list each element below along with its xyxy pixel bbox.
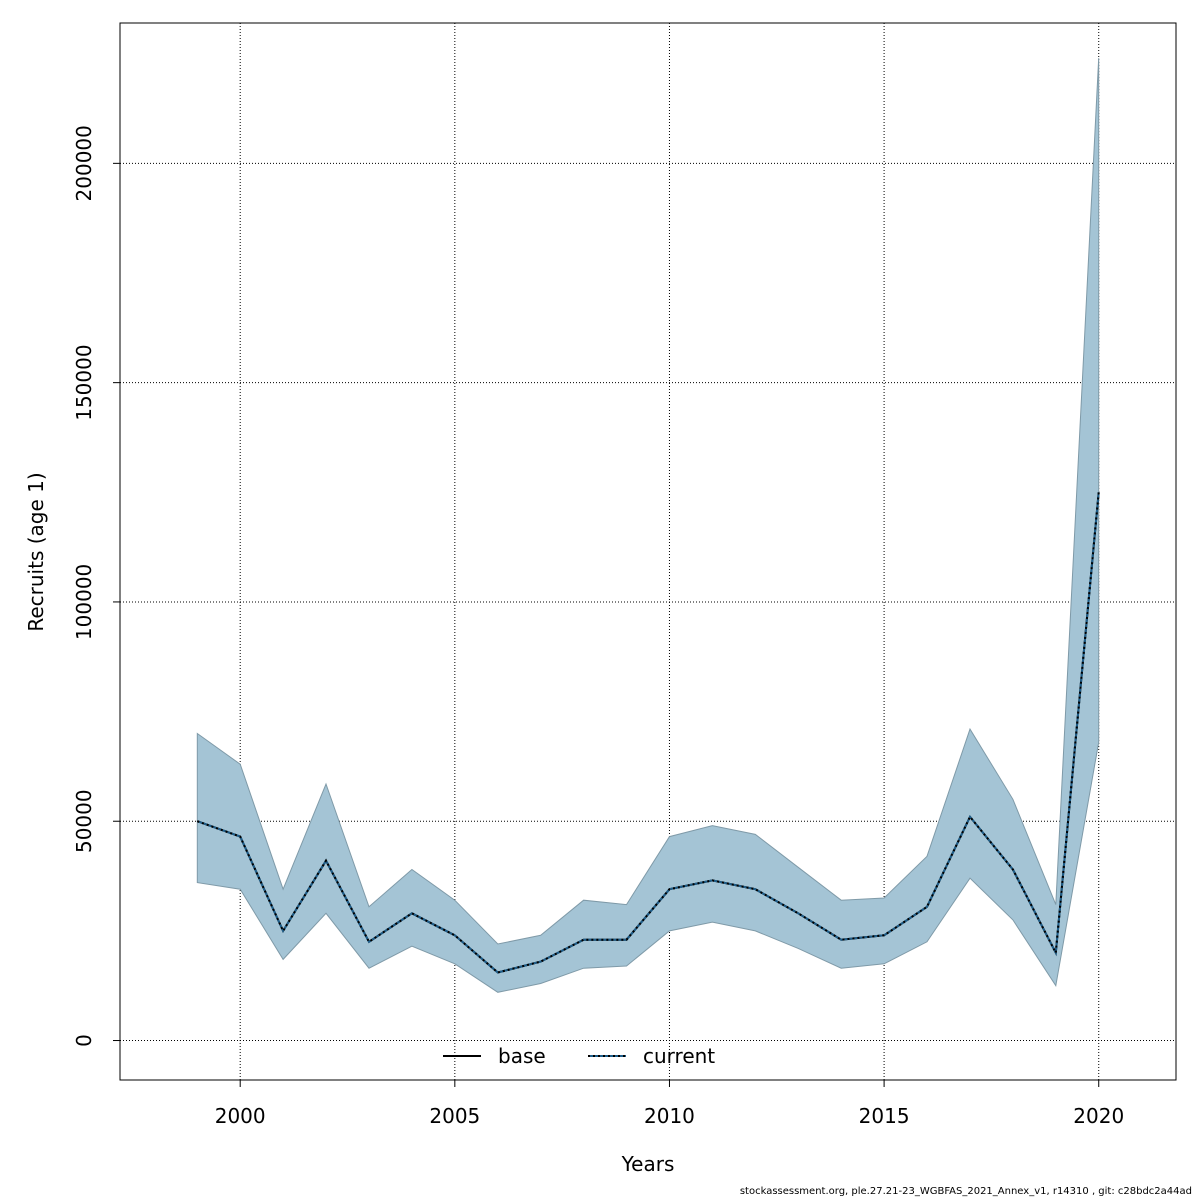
x-axis: 2000 2005 2010 2015 2020 xyxy=(215,1080,1124,1128)
y-axis-title: Recruits (age 1) xyxy=(24,472,48,631)
x-tick-label: 2015 xyxy=(859,1104,910,1128)
x-tick-label: 2010 xyxy=(644,1104,695,1128)
y-tick-label: 150000 xyxy=(72,344,96,420)
legend: base current xyxy=(443,1044,715,1068)
confidence-band xyxy=(196,58,1100,993)
y-tick-label: 50000 xyxy=(72,789,96,853)
x-tick-label: 2005 xyxy=(429,1104,480,1128)
y-tick-label: 200000 xyxy=(72,125,96,201)
x-tick-label: 2020 xyxy=(1073,1104,1124,1128)
y-tick-label: 0 xyxy=(72,1034,96,1047)
legend-label-current: current xyxy=(643,1044,715,1068)
legend-label-base: base xyxy=(498,1044,546,1068)
x-axis-title: Years xyxy=(621,1152,675,1176)
y-tick-label: 100000 xyxy=(72,564,96,640)
plot-frame xyxy=(119,22,1177,1081)
series-line-current-underlay xyxy=(196,492,1100,974)
y-axis: 0 50000 100000 150000 200000 xyxy=(72,125,120,1047)
grid-layer xyxy=(120,23,1176,1080)
footer-credit: stockassessment.org, ple.27.21-23_WGBFAS… xyxy=(739,1186,1192,1197)
x-tick-label: 2000 xyxy=(215,1104,266,1128)
